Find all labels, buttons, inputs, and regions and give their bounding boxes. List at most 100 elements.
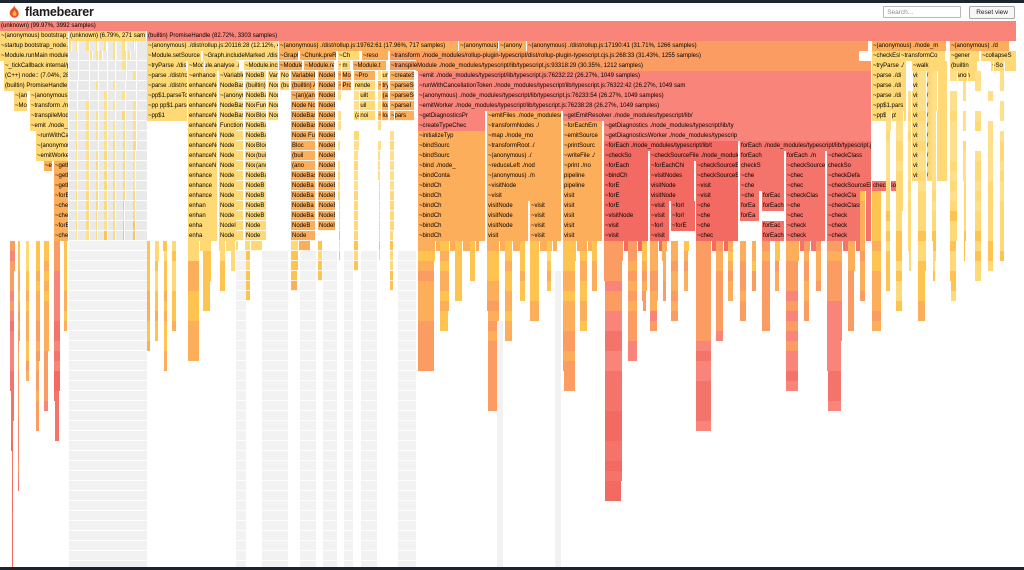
flame-frame-sliver[interactable]	[378, 91, 382, 101]
flame-frame-sliver[interactable]	[11, 411, 15, 421]
flame-frame-sliver[interactable]	[487, 251, 500, 261]
flame-frame-sliver[interactable]	[886, 261, 891, 271]
flame-frame-sliver[interactable]	[988, 181, 994, 191]
flame-frame-sliver[interactable]	[950, 171, 958, 181]
flame-frame-sliver[interactable]	[470, 261, 476, 271]
flame-frame-sliver[interactable]	[728, 251, 734, 261]
flame-frame-sliver[interactable]	[872, 311, 882, 321]
flame-frame-sliver[interactable]	[18, 321, 21, 331]
flame-frame-sliver[interactable]	[76, 81, 78, 91]
flame-frame-sliver[interactable]	[872, 251, 882, 261]
flame-frame-sliver[interactable]	[147, 321, 151, 331]
flame-frame[interactable]: enha	[188, 231, 218, 241]
flame-frame-sliver[interactable]	[628, 281, 638, 291]
flamegraph-canvas[interactable]: (unknown) (99.97%, 3992 samples) ~(anonym…	[0, 21, 1024, 567]
flame-frame-sliver[interactable]	[663, 261, 667, 271]
flame-frame-sliver[interactable]	[18, 381, 20, 391]
flame-frame[interactable]: (unknown) (99.97%, 3992 samples)	[0, 21, 1017, 31]
flame-frame-sliver[interactable]	[684, 261, 689, 271]
flame-frame-sliver[interactable]	[113, 141, 116, 151]
flame-frame-sliver[interactable]	[650, 251, 659, 261]
flame-frame-sliver[interactable]	[530, 291, 540, 301]
flame-frame-sliver[interactable]	[988, 61, 994, 71]
flame-frame-sliver[interactable]	[963, 71, 968, 81]
flame-frame[interactable]	[530, 241, 558, 251]
flame-frame[interactable]: ~collapseS	[981, 51, 1017, 61]
flame-frame-sliver[interactable]	[950, 251, 957, 261]
flame-frame-sliver[interactable]	[338, 131, 342, 141]
flame-frame-sliver[interactable]	[104, 81, 108, 91]
flame-frame-sliver[interactable]	[113, 81, 116, 91]
flame-frame-sliver[interactable]	[18, 271, 21, 281]
flame-frame-sliver[interactable]	[86, 131, 90, 141]
flame-frame-sliver[interactable]	[860, 241, 866, 251]
flame-frame-sliver[interactable]	[12, 551, 14, 561]
flame-frame-sliver[interactable]	[932, 151, 937, 161]
flame-frame-sliver[interactable]	[133, 91, 137, 101]
flame-frame-sliver[interactable]	[172, 251, 177, 261]
flame-frame-sliver[interactable]	[896, 241, 903, 251]
flame-frame-sliver[interactable]	[86, 111, 90, 121]
flame-frame[interactable]: ~che	[696, 201, 739, 211]
flame-frame-sliver[interactable]	[716, 301, 724, 311]
flame-frame-sliver[interactable]	[530, 311, 540, 321]
flame-frame-sliver[interactable]	[671, 281, 679, 291]
flame-frame-sliver[interactable]	[886, 211, 891, 221]
flame-frame-sliver[interactable]	[696, 361, 712, 371]
flame-frame[interactable]	[113, 51, 116, 61]
flame-frame-sliver[interactable]	[44, 271, 50, 281]
flame-frame-sliver[interactable]	[164, 251, 168, 261]
flame-frame-sliver[interactable]	[505, 291, 513, 301]
flame-frame-sliver[interactable]	[740, 251, 747, 261]
flame-frame-sliver[interactable]	[96, 71, 99, 81]
flame-frame-sliver[interactable]	[354, 151, 359, 161]
flame-frame-sliver[interactable]	[133, 131, 137, 141]
flame-frame[interactable]: ~checkSourceElement	[696, 161, 739, 171]
flame-frame-sliver[interactable]	[816, 261, 822, 271]
flame-frame-sliver[interactable]	[26, 371, 30, 381]
flame-frame[interactable]: ~Module.analyse ./dist/	[188, 61, 240, 71]
flame-frame-sliver[interactable]	[505, 331, 513, 341]
flame-frame-sliver[interactable]	[988, 111, 994, 121]
flame-frame-sliver[interactable]	[909, 251, 912, 261]
flame-frame-sliver[interactable]	[1000, 101, 1005, 111]
flame-frame-sliver[interactable]	[696, 241, 712, 251]
flame-frame[interactable]: ~chec	[786, 181, 826, 191]
flame-frame-sliver[interactable]	[36, 251, 41, 261]
flame-frame-sliver[interactable]	[455, 281, 463, 291]
flame-frame-sliver[interactable]	[520, 241, 526, 251]
flame-frame-sliver[interactable]	[36, 391, 40, 401]
flame-frame[interactable]: enhance	[188, 191, 218, 201]
flame-frame-sliver[interactable]	[605, 481, 622, 491]
flame-frame-sliver[interactable]	[872, 241, 882, 251]
flame-frame-sliver[interactable]	[950, 161, 958, 171]
flame-frame[interactable]: ~visit	[696, 181, 739, 191]
flame-frame-sliver[interactable]	[10, 251, 16, 261]
flame-frame-sliver[interactable]	[950, 261, 957, 271]
flame-frame-sliver[interactable]	[18, 401, 20, 411]
flame-frame-sliver[interactable]	[563, 271, 576, 281]
flame-frame-sliver[interactable]	[642, 271, 648, 281]
flame-frame-sliver[interactable]	[886, 181, 891, 191]
flame-frame[interactable]: forEach ./n	[786, 151, 826, 161]
flame-frame-sliver[interactable]	[291, 241, 299, 251]
flame-frame-sliver[interactable]	[18, 241, 21, 251]
flame-frame-sliver[interactable]	[762, 251, 771, 261]
flame-frame-sliver[interactable]	[12, 511, 14, 521]
flame-frame-sliver[interactable]	[872, 301, 882, 311]
flame-frame-sliver[interactable]	[563, 321, 576, 331]
flame-frame-sliver[interactable]	[918, 81, 927, 91]
flame-frame-sliver[interactable]	[54, 331, 61, 341]
flame-frame-sliver[interactable]	[390, 171, 395, 181]
flame-frame-sliver[interactable]	[122, 41, 127, 51]
flame-frame-sliver[interactable]	[12, 531, 14, 541]
flame-frame-sliver[interactable]	[605, 451, 623, 461]
flame-frame-sliver[interactable]	[950, 111, 958, 121]
flame-frame-sliver[interactable]	[96, 221, 98, 231]
flame-frame-sliver[interactable]	[36, 311, 41, 321]
flame-frame-sliver[interactable]	[1000, 181, 1005, 191]
flame-frame-sliver[interactable]	[716, 251, 724, 261]
flame-frame-sliver[interactable]	[642, 261, 648, 271]
flame-frame-sliver[interactable]	[18, 281, 21, 291]
flame-frame[interactable]: visitNode	[487, 211, 529, 221]
